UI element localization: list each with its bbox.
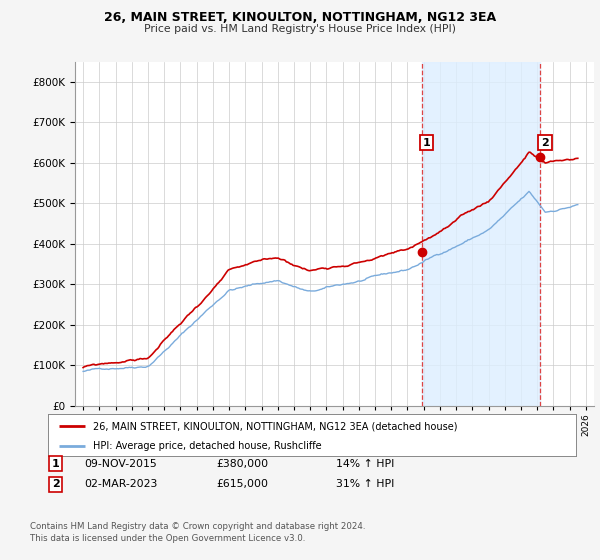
Text: 26, MAIN STREET, KINOULTON, NOTTINGHAM, NG12 3EA (detached house): 26, MAIN STREET, KINOULTON, NOTTINGHAM, … [93,421,457,431]
Text: Contains HM Land Registry data © Crown copyright and database right 2024.
This d: Contains HM Land Registry data © Crown c… [30,522,365,543]
Text: 26, MAIN STREET, KINOULTON, NOTTINGHAM, NG12 3EA: 26, MAIN STREET, KINOULTON, NOTTINGHAM, … [104,11,496,24]
Text: 2: 2 [541,138,549,148]
Text: 09-NOV-2015: 09-NOV-2015 [84,459,157,469]
Text: 31% ↑ HPI: 31% ↑ HPI [336,479,394,489]
Text: Price paid vs. HM Land Registry's House Price Index (HPI): Price paid vs. HM Land Registry's House … [144,24,456,34]
Text: 1: 1 [52,459,59,469]
Text: 02-MAR-2023: 02-MAR-2023 [84,479,157,489]
Text: 14% ↑ HPI: 14% ↑ HPI [336,459,394,469]
Text: £380,000: £380,000 [216,459,268,469]
Text: 1: 1 [422,138,430,148]
Bar [422,62,540,406]
Text: 2: 2 [52,479,59,489]
Text: £615,000: £615,000 [216,479,268,489]
Text: HPI: Average price, detached house, Rushcliffe: HPI: Average price, detached house, Rush… [93,441,322,451]
